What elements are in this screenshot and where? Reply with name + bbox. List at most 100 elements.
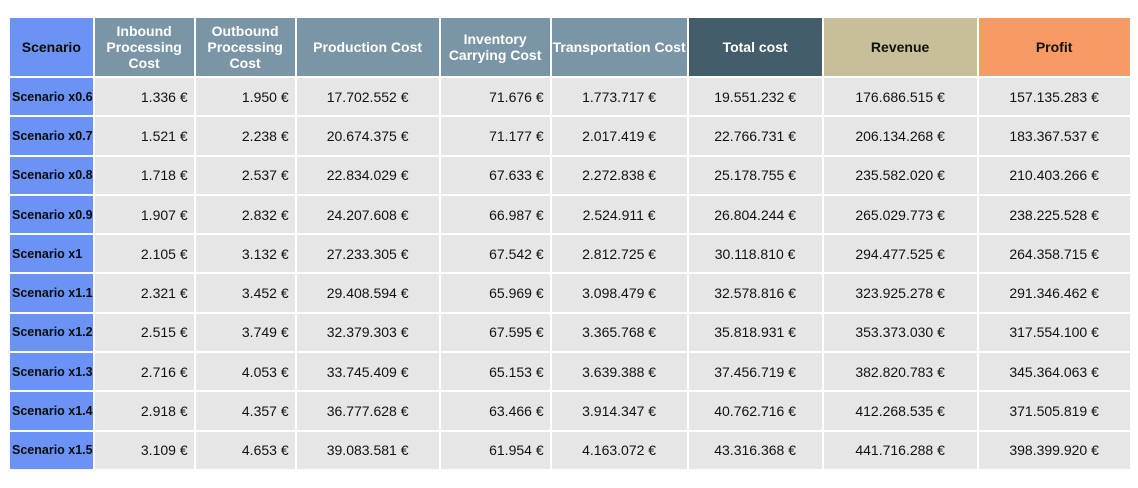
cell-inventory-carrying-cost: 66.987 €	[440, 195, 552, 236]
cell-total-cost: 43.316.368 €	[688, 431, 824, 471]
cell-transportation-cost: 2.272.838 €	[551, 156, 689, 196]
cell-outbound-processing-cost: 2.832 €	[195, 195, 297, 236]
header-profit: Profit	[978, 18, 1132, 78]
cell-inbound-processing-cost: 1.718 €	[94, 156, 196, 196]
cell-transportation-cost: 2.812.725 €	[551, 235, 689, 275]
table-header: Scenario Inbound Processing Cost Outboun…	[10, 18, 1132, 78]
cell-outbound-processing-cost: 3.452 €	[195, 274, 297, 314]
table-row: Scenario x0.9 1.907 € 2.832 € 24.207.608…	[10, 195, 1132, 236]
cell-revenue: 176.686.515 €	[823, 78, 979, 118]
scenario-cost-table: Scenario Inbound Processing Cost Outboun…	[10, 18, 1132, 471]
cell-inventory-carrying-cost: 71.177 €	[440, 117, 552, 157]
header-row: Scenario Inbound Processing Cost Outboun…	[10, 18, 1132, 78]
cell-total-cost: 30.118.810 €	[688, 235, 824, 275]
cell-outbound-processing-cost: 1.950 €	[195, 78, 297, 118]
header-revenue: Revenue	[823, 18, 979, 78]
cell-scenario: Scenario x1.5	[10, 431, 95, 471]
cell-inventory-carrying-cost: 65.969 €	[440, 274, 552, 314]
header-inventory-carrying-cost: Inventory Carrying Cost	[440, 18, 552, 78]
cell-scenario: Scenario x0.7	[10, 117, 95, 157]
cell-scenario: Scenario x1.4	[10, 392, 95, 432]
cell-inventory-carrying-cost: 65.153 €	[440, 353, 552, 393]
cell-outbound-processing-cost: 2.238 €	[195, 117, 297, 157]
cell-inventory-carrying-cost: 67.595 €	[440, 313, 552, 354]
cell-profit: 345.364.063 €	[978, 353, 1132, 393]
cell-profit: 291.346.462 €	[978, 274, 1132, 314]
table-row: Scenario x0.6 1.336 € 1.950 € 17.702.552…	[10, 78, 1132, 118]
cell-transportation-cost: 3.365.768 €	[551, 313, 689, 354]
cell-inbound-processing-cost: 3.109 €	[94, 431, 196, 471]
table-row: Scenario x1.5 3.109 € 4.653 € 39.083.581…	[10, 431, 1132, 471]
cell-revenue: 294.477.525 €	[823, 235, 979, 275]
cell-transportation-cost: 4.163.072 €	[551, 431, 689, 471]
cell-profit: 398.399.920 €	[978, 431, 1132, 471]
cell-revenue: 441.716.288 €	[823, 431, 979, 471]
cell-outbound-processing-cost: 4.053 €	[195, 353, 297, 393]
cell-production-cost: 27.233.305 €	[296, 235, 441, 275]
cell-inbound-processing-cost: 1.907 €	[94, 195, 196, 236]
header-transportation-cost: Transportation Cost	[551, 18, 689, 78]
cell-transportation-cost: 2.017.419 €	[551, 117, 689, 157]
cell-scenario: Scenario x0.8	[10, 156, 95, 196]
cell-profit: 183.367.537 €	[978, 117, 1132, 157]
cell-outbound-processing-cost: 2.537 €	[195, 156, 297, 196]
cell-inventory-carrying-cost: 63.466 €	[440, 392, 552, 432]
header-outbound-processing-cost: Outbound Processing Cost	[195, 18, 297, 78]
cell-scenario: Scenario x0.9	[10, 195, 95, 236]
cell-profit: 371.505.819 €	[978, 392, 1132, 432]
cell-total-cost: 19.551.232 €	[688, 78, 824, 118]
cell-inventory-carrying-cost: 67.633 €	[440, 156, 552, 196]
header-scenario: Scenario	[10, 18, 95, 78]
cell-inventory-carrying-cost: 67.542 €	[440, 235, 552, 275]
cell-inbound-processing-cost: 1.521 €	[94, 117, 196, 157]
cell-production-cost: 29.408.594 €	[296, 274, 441, 314]
table-row: Scenario x1.2 2.515 € 3.749 € 32.379.303…	[10, 313, 1132, 354]
cell-production-cost: 22.834.029 €	[296, 156, 441, 196]
cell-inbound-processing-cost: 2.716 €	[94, 353, 196, 393]
cell-total-cost: 37.456.719 €	[688, 353, 824, 393]
cell-revenue: 412.268.535 €	[823, 392, 979, 432]
cell-scenario: Scenario x1	[10, 235, 95, 275]
table-row: Scenario x0.8 1.718 € 2.537 € 22.834.029…	[10, 156, 1132, 196]
cell-revenue: 206.134.268 €	[823, 117, 979, 157]
cell-transportation-cost: 3.639.388 €	[551, 353, 689, 393]
table-row: Scenario x0.7 1.521 € 2.238 € 20.674.375…	[10, 117, 1132, 157]
cell-outbound-processing-cost: 3.132 €	[195, 235, 297, 275]
scenario-table-container: Scenario Inbound Processing Cost Outboun…	[10, 18, 1132, 471]
cell-production-cost: 33.745.409 €	[296, 353, 441, 393]
cell-total-cost: 40.762.716 €	[688, 392, 824, 432]
cell-production-cost: 17.702.552 €	[296, 78, 441, 118]
cell-inbound-processing-cost: 2.105 €	[94, 235, 196, 275]
cell-scenario: Scenario x0.6	[10, 78, 95, 118]
header-production-cost: Production Cost	[296, 18, 441, 78]
cell-transportation-cost: 1.773.717 €	[551, 78, 689, 118]
cell-total-cost: 35.818.931 €	[688, 313, 824, 354]
cell-transportation-cost: 3.098.479 €	[551, 274, 689, 314]
cell-production-cost: 20.674.375 €	[296, 117, 441, 157]
table-body: Scenario x0.6 1.336 € 1.950 € 17.702.552…	[10, 78, 1132, 471]
cell-production-cost: 36.777.628 €	[296, 392, 441, 432]
cell-production-cost: 24.207.608 €	[296, 195, 441, 236]
cell-scenario: Scenario x1.3	[10, 353, 95, 393]
cell-outbound-processing-cost: 4.653 €	[195, 431, 297, 471]
table-row: Scenario x1.1 2.321 € 3.452 € 29.408.594…	[10, 274, 1132, 314]
header-total-cost: Total cost	[688, 18, 824, 78]
cell-profit: 264.358.715 €	[978, 235, 1132, 275]
cell-outbound-processing-cost: 3.749 €	[195, 313, 297, 354]
table-row: Scenario x1.4 2.918 € 4.357 € 36.777.628…	[10, 392, 1132, 432]
header-inbound-processing-cost: Inbound Processing Cost	[94, 18, 196, 78]
cell-transportation-cost: 3.914.347 €	[551, 392, 689, 432]
cell-revenue: 265.029.773 €	[823, 195, 979, 236]
cell-scenario: Scenario x1.2	[10, 313, 95, 354]
cell-profit: 210.403.266 €	[978, 156, 1132, 196]
cell-production-cost: 32.379.303 €	[296, 313, 441, 354]
cell-inbound-processing-cost: 1.336 €	[94, 78, 196, 118]
cell-inventory-carrying-cost: 71.676 €	[440, 78, 552, 118]
cell-total-cost: 22.766.731 €	[688, 117, 824, 157]
cell-revenue: 353.373.030 €	[823, 313, 979, 354]
cell-inbound-processing-cost: 2.321 €	[94, 274, 196, 314]
cell-revenue: 235.582.020 €	[823, 156, 979, 196]
table-row: Scenario x1.3 2.716 € 4.053 € 33.745.409…	[10, 353, 1132, 393]
cell-production-cost: 39.083.581 €	[296, 431, 441, 471]
cell-inbound-processing-cost: 2.918 €	[94, 392, 196, 432]
